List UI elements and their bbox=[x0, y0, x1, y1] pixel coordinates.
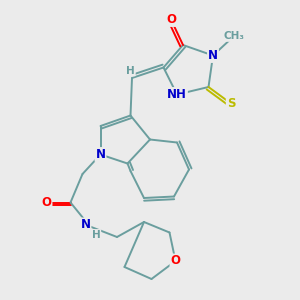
Text: N: N bbox=[208, 49, 218, 62]
Text: O: O bbox=[166, 13, 176, 26]
Text: H: H bbox=[126, 65, 135, 76]
Text: O: O bbox=[170, 254, 181, 268]
Text: CH₃: CH₃ bbox=[224, 31, 244, 41]
Text: O: O bbox=[41, 196, 52, 209]
Text: H: H bbox=[92, 230, 100, 240]
Text: N: N bbox=[95, 148, 106, 161]
Text: NH: NH bbox=[167, 88, 187, 101]
Text: S: S bbox=[227, 97, 235, 110]
Text: N: N bbox=[80, 218, 91, 232]
